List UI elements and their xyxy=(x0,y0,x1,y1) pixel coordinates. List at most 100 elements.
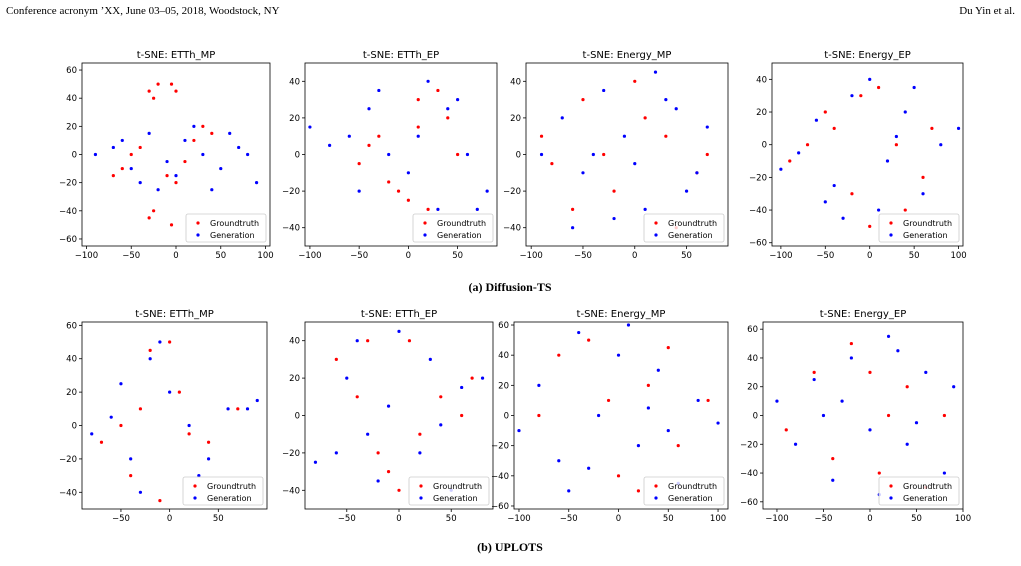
x-tick-label: 0 xyxy=(167,514,172,524)
point xyxy=(896,349,900,353)
point xyxy=(418,432,422,436)
point xyxy=(456,98,460,102)
point xyxy=(387,152,391,157)
point xyxy=(571,226,575,230)
y-tick-label: 40 xyxy=(289,337,300,347)
point xyxy=(877,208,881,212)
y-tick-label: −20 xyxy=(749,173,767,183)
y-tick-label: −40 xyxy=(59,207,77,217)
point xyxy=(197,474,201,478)
point xyxy=(636,489,641,493)
legend-marker xyxy=(196,233,200,237)
legend-label: Groundtruth xyxy=(210,219,259,228)
y-tick-label: 40 xyxy=(510,77,521,87)
y-tick-label: 60 xyxy=(747,325,758,335)
x-tick-label: 50 xyxy=(452,251,463,261)
y-tick-label: 40 xyxy=(66,94,77,104)
point xyxy=(436,207,440,211)
point xyxy=(646,383,650,387)
legend-marker xyxy=(193,496,197,500)
point xyxy=(93,152,98,157)
point xyxy=(147,216,151,220)
x-tick-label: −50 xyxy=(816,251,834,261)
point xyxy=(805,143,810,147)
y-tick-label: −20 xyxy=(491,442,509,452)
y-tick-label: −40 xyxy=(740,469,758,479)
point xyxy=(397,488,401,492)
point xyxy=(912,85,916,90)
point xyxy=(119,423,123,428)
point xyxy=(894,143,898,147)
point xyxy=(939,143,943,147)
subplot: t-SNE: Energy_EP −100 −50 0 50 100 −60 −40 −20 0 2… xyxy=(749,50,967,261)
point xyxy=(606,398,611,403)
y-tick-label: 60 xyxy=(498,321,509,331)
point xyxy=(313,460,318,464)
legend-label: Groundtruth xyxy=(903,219,952,228)
point xyxy=(460,413,464,418)
legend-box xyxy=(878,476,960,506)
point xyxy=(942,471,946,475)
point xyxy=(612,189,616,193)
point xyxy=(367,143,371,147)
subplot-title: t-SNE: ETTh_EP xyxy=(363,50,439,61)
point xyxy=(597,413,601,418)
y-tick-label: −20 xyxy=(503,187,521,197)
x-tick-label: 100 xyxy=(710,514,726,524)
x-tick-label: 50 xyxy=(911,514,922,524)
x-tick-label: 100 xyxy=(950,251,966,261)
subplot: t-SNE: ETTh_MP −100 −50 0 50 100 −60 −40 −20 0 20 4… xyxy=(59,50,274,261)
legend-label: Groundtruth xyxy=(903,482,952,491)
legend-marker xyxy=(423,233,427,237)
point xyxy=(784,428,788,432)
point xyxy=(636,444,641,448)
point xyxy=(357,162,361,166)
x-tick-label: −100 xyxy=(75,251,98,261)
point xyxy=(797,151,801,155)
running-author: Du Yin et al. xyxy=(959,5,1015,17)
x-tick-label: −50 xyxy=(814,514,832,524)
y-tick-label: −20 xyxy=(740,440,758,450)
point xyxy=(187,423,191,428)
x-tick-label: −50 xyxy=(574,251,592,261)
subplot-title: t-SNE: Energy_EP xyxy=(824,50,911,61)
x-tick-label: −50 xyxy=(112,514,130,524)
point xyxy=(812,377,816,382)
point xyxy=(705,152,709,157)
x-tick-label: 50 xyxy=(215,251,226,261)
legend-box xyxy=(408,476,490,506)
point xyxy=(439,423,443,427)
point xyxy=(129,152,133,157)
x-tick-label: −50 xyxy=(122,251,140,261)
point xyxy=(174,181,178,185)
x-tick-label: 100 xyxy=(955,514,971,524)
point xyxy=(366,339,370,343)
y-tick-label: −60 xyxy=(491,502,509,512)
point xyxy=(616,353,621,357)
point xyxy=(956,126,961,130)
point xyxy=(156,188,160,192)
point xyxy=(695,171,699,175)
point xyxy=(428,357,432,361)
x-tick-label: 50 xyxy=(909,251,920,261)
point xyxy=(539,134,544,138)
point xyxy=(168,390,172,394)
point xyxy=(120,138,124,143)
point xyxy=(376,451,380,455)
point xyxy=(537,413,541,418)
point xyxy=(357,189,361,193)
point xyxy=(475,207,479,211)
point xyxy=(376,479,380,483)
point xyxy=(581,98,585,102)
y-tick-label: 40 xyxy=(498,351,509,361)
point xyxy=(407,339,412,343)
point xyxy=(147,131,151,135)
point xyxy=(255,398,259,403)
point xyxy=(377,88,381,93)
legend-label: Groundtruth xyxy=(668,219,717,228)
y-tick-label: 60 xyxy=(66,66,77,76)
x-tick-label: 0 xyxy=(396,514,401,524)
point xyxy=(201,124,205,128)
legend-box xyxy=(643,476,725,506)
x-tick-label: 0 xyxy=(406,251,411,261)
